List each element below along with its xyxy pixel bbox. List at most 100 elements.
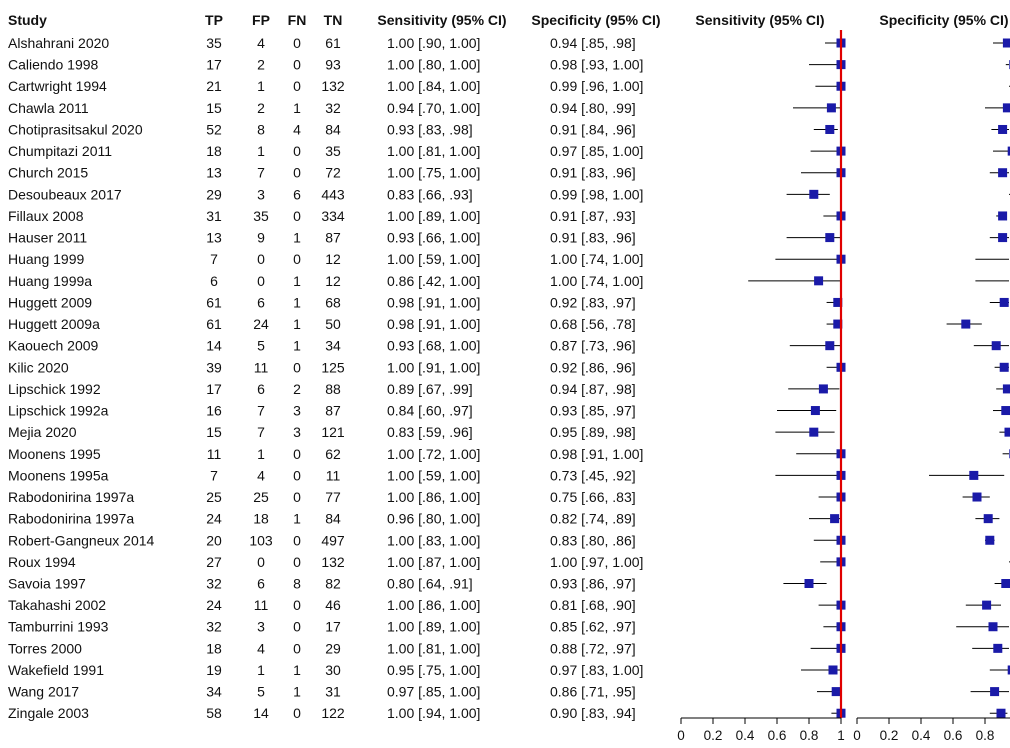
specificity-ci-cell: 0.94 [.80, .99] — [550, 100, 636, 116]
point-estimate-marker — [833, 297, 843, 307]
sensitivity-ci-cell: 0.96 [.80, 1.00] — [387, 511, 480, 527]
specificity-ci-cell: 1.00 [.97, 1.00] — [550, 554, 643, 570]
fp-cell: 0 — [257, 251, 265, 267]
fp-cell: 6 — [257, 294, 265, 310]
fn-cell: 0 — [293, 359, 301, 375]
table-row: Caliendo 1998 17 2 0 93 1.00 [.80, 1.00] 0.98 … — [8, 57, 643, 73]
table-row: Torres 2000 18 4 0 29 1.00 [.81, 1.00] 0.88 [.… — [8, 640, 636, 656]
specificity-ci-cell: 0.95 [.89, .98] — [550, 424, 636, 440]
fn-cell: 0 — [293, 619, 301, 635]
study-cell: Tamburrini 1993 — [8, 619, 109, 635]
point-estimate-marker — [833, 319, 843, 329]
point-estimate-marker — [996, 708, 1006, 718]
study-cell: Roux 1994 — [8, 554, 76, 570]
specificity-ci-cell: 0.91 [.83, .96] — [550, 165, 636, 181]
header-sensitivity-ci: Sensitivity (95% CI) — [377, 12, 506, 28]
fp-cell: 2 — [257, 100, 265, 116]
tp-cell: 39 — [206, 359, 222, 375]
fp-cell: 1 — [257, 446, 265, 462]
header-fn: FN — [288, 12, 307, 28]
fp-cell: 25 — [253, 489, 269, 505]
sensitivity-ci-cell: 1.00 [.80, 1.00] — [387, 57, 480, 73]
tn-cell: 122 — [321, 705, 345, 721]
specificity-ci-cell: 0.86 [.71, .95] — [550, 684, 636, 700]
point-estimate-marker — [809, 427, 819, 437]
specificity-ci-cell: 0.91 [.83, .96] — [550, 230, 636, 246]
point-estimate-marker — [999, 297, 1009, 307]
sensitivity-ci-cell: 0.80 [.64, .91] — [387, 576, 473, 592]
tp-cell: 11 — [207, 446, 222, 462]
tp-cell: 15 — [206, 424, 222, 440]
point-estimate-marker — [825, 233, 835, 243]
fn-cell: 0 — [293, 532, 301, 548]
tp-cell: 16 — [206, 403, 222, 419]
table-row: Kaouech 2009 14 5 1 34 0.93 [.68, 1.00] 0.87 [… — [8, 338, 636, 354]
study-cell: Zingale 2003 — [8, 705, 89, 721]
point-estimate-marker — [988, 622, 998, 632]
fp-cell: 1 — [257, 78, 265, 94]
fn-cell: 1 — [293, 316, 301, 332]
study-cell: Kaouech 2009 — [8, 338, 99, 354]
sensitivity-ci-cell: 1.00 [.72, 1.00] — [387, 446, 480, 462]
fn-cell: 0 — [293, 489, 301, 505]
point-estimate-marker — [1002, 384, 1010, 394]
x-tick-label: 0.6 — [768, 728, 787, 743]
study-cell: Moonens 1995a — [8, 467, 109, 483]
specificity-ci-cell: 0.94 [.87, .98] — [550, 381, 636, 397]
fp-cell: 3 — [257, 186, 265, 202]
point-estimate-marker — [809, 189, 819, 199]
tp-cell: 17 — [206, 381, 222, 397]
sensitivity-ci-cell: 1.00 [.59, 1.00] — [387, 251, 480, 267]
x-tick-label: 0.2 — [704, 728, 723, 743]
point-estimate-marker — [998, 168, 1008, 178]
fn-cell: 4 — [293, 121, 301, 137]
tp-cell: 21 — [206, 78, 222, 94]
table-row: Desoubeaux 2017 29 3 6 443 0.83 [.66, .93] 0.9… — [8, 186, 643, 202]
fp-cell: 5 — [257, 684, 265, 700]
fn-cell: 1 — [293, 338, 301, 354]
table-body: Alshahrani 2020 35 4 0 61 1.00 [.90, 1.00] 0.9… — [8, 35, 643, 721]
tn-cell: 77 — [325, 489, 341, 505]
tp-cell: 7 — [210, 467, 218, 483]
fn-cell: 0 — [293, 554, 301, 570]
study-cell: Alshahrani 2020 — [8, 35, 109, 51]
fn-cell: 1 — [293, 684, 301, 700]
tp-cell: 32 — [206, 576, 222, 592]
table-row: Alshahrani 2020 35 4 0 61 1.00 [.90, 1.00] 0.9… — [8, 35, 636, 51]
point-estimate-marker — [983, 514, 993, 524]
tn-cell: 132 — [321, 554, 345, 570]
fp-cell: 5 — [257, 338, 265, 354]
fn-cell: 1 — [293, 230, 301, 246]
fp-cell: 7 — [257, 165, 265, 181]
study-cell: Huang 1999a — [8, 273, 92, 289]
sensitivity-ci-cell: 1.00 [.84, 1.00] — [387, 78, 480, 94]
specificity-ci-cell: 0.94 [.85, .98] — [550, 35, 636, 51]
table-row: Takahashi 2002 24 11 0 46 1.00 [.86, 1.00] 0.8… — [8, 597, 636, 613]
x-tick-label: 0.8 — [800, 728, 819, 743]
table-row: Huggett 2009a 61 24 1 50 0.98 [.91, 1.00] 0.68… — [8, 316, 636, 332]
table-row: Wakefield 1991 19 1 1 30 0.95 [.75, 1.00] 0.97… — [8, 662, 643, 678]
header-tp: TP — [205, 12, 223, 28]
tn-cell: 125 — [321, 359, 345, 375]
fn-cell: 0 — [293, 35, 301, 51]
tp-cell: 18 — [206, 143, 222, 159]
study-cell: Huggett 2009 — [8, 294, 92, 310]
tn-cell: 12 — [325, 273, 341, 289]
point-estimate-marker — [828, 665, 838, 675]
x-tick-label: 0.8 — [976, 728, 995, 743]
study-cell: Rabodonirina 1997a — [8, 489, 134, 505]
tp-cell: 24 — [206, 597, 222, 613]
point-estimate-marker — [1007, 146, 1010, 156]
fn-cell: 8 — [293, 576, 301, 592]
point-estimate-marker — [969, 470, 979, 480]
tp-cell: 20 — [206, 532, 222, 548]
specificity-ci-cell: 0.91 [.84, .96] — [550, 121, 636, 137]
study-cell: Robert-Gangneux 2014 — [8, 532, 155, 548]
table-row: Savoia 1997 32 6 8 82 0.80 [.64, .91] 0.93 [.8… — [8, 576, 636, 592]
point-estimate-marker — [1001, 406, 1010, 416]
table-row: Huang 1999 7 0 0 12 1.00 [.59, 1.00] 1.00 [.74… — [8, 251, 643, 267]
tn-cell: 87 — [325, 403, 341, 419]
tp-cell: 58 — [206, 705, 222, 721]
study-cell: Chumpitazi 2011 — [8, 143, 112, 159]
